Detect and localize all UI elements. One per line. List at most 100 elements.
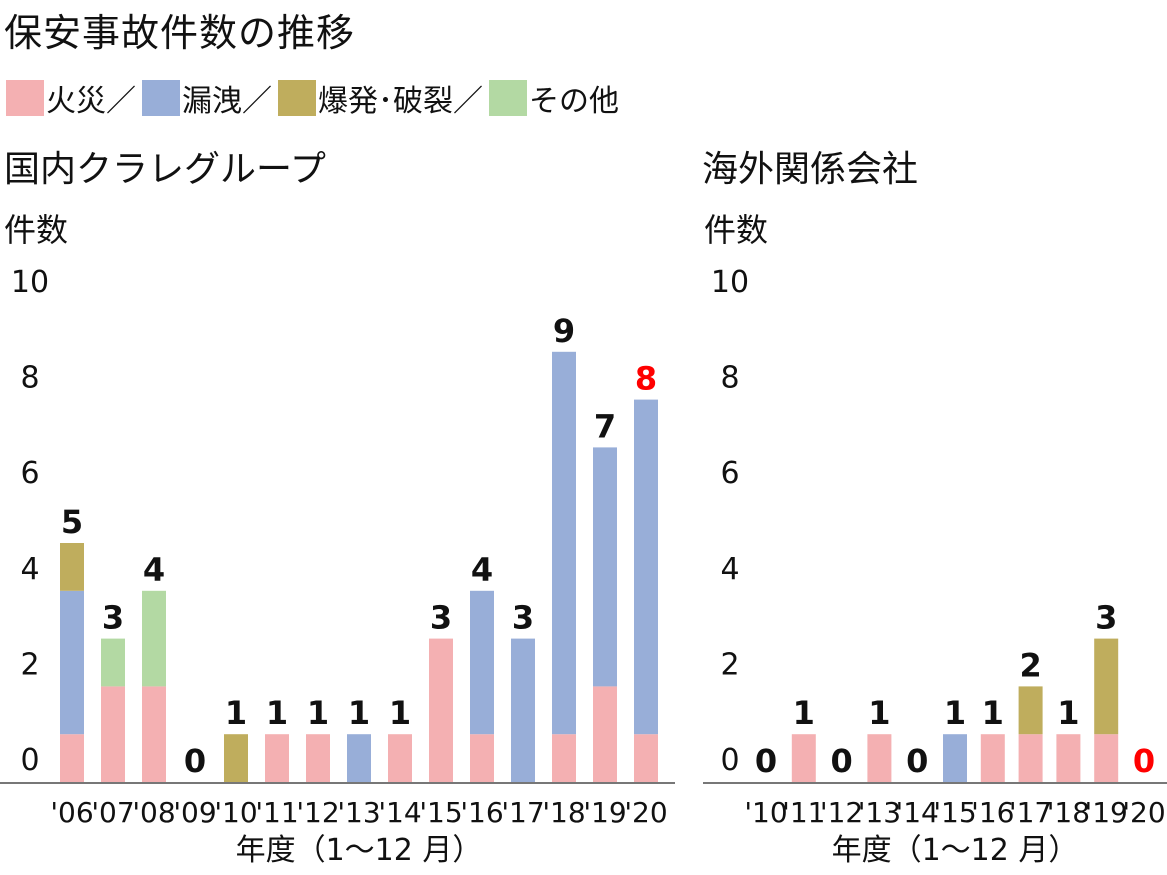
domestic-xtick-label: '15 <box>419 796 462 829</box>
domestic-value-label: 4 <box>143 551 165 589</box>
legend-swatch-explosion <box>278 80 316 116</box>
domestic-ytick-label: 2 <box>20 647 39 682</box>
overseas-value-label: 0 <box>1133 742 1155 780</box>
overseas-value-label: 0 <box>755 742 777 780</box>
overseas-bar-segment <box>1094 734 1119 782</box>
domestic-bar-segment <box>552 734 576 782</box>
domestic-ytick-label: 10 <box>11 265 49 300</box>
overseas-bar-segment <box>791 734 816 782</box>
domestic-value-label: 3 <box>102 599 124 637</box>
domestic-bar-segment <box>429 638 453 782</box>
legend-swatch-fire <box>6 80 44 116</box>
overseas-bar-segment <box>1018 686 1043 735</box>
overseas-xtick-label: '15 <box>933 796 976 829</box>
domestic-xtick-label: '12 <box>296 796 339 829</box>
domestic-xtick-label: '08 <box>132 796 175 829</box>
overseas-xtick-label: '20 <box>1122 796 1165 829</box>
domestic-bar-segment <box>224 734 248 782</box>
overseas-xtick-label: '12 <box>820 796 863 829</box>
overseas-bar-segment <box>980 734 1005 782</box>
domestic-bar-segment <box>388 734 412 782</box>
domestic-value-label: 9 <box>553 312 575 350</box>
domestic-bar-segment <box>634 734 658 782</box>
overseas-value-label: 0 <box>830 742 852 780</box>
domestic-bar-segment <box>60 543 84 591</box>
overseas-xtick-label: '14 <box>896 796 939 829</box>
overseas-bar-segment <box>1018 734 1043 782</box>
domestic-value-label: 1 <box>348 694 370 732</box>
domestic-value-label: 7 <box>594 407 616 445</box>
domestic-value-label: 1 <box>225 694 247 732</box>
domestic-xtick-label: '07 <box>91 796 134 829</box>
overseas-ytick-label: 8 <box>720 361 739 396</box>
domestic-bar-segment <box>552 351 576 735</box>
overseas-xtick-label: '10 <box>744 796 787 829</box>
domestic-bar-segment <box>306 734 330 782</box>
overseas-xtick-label: '19 <box>1085 796 1128 829</box>
domestic-xtick-label: '09 <box>173 796 216 829</box>
domestic-bar-segment <box>593 686 617 782</box>
domestic-xtick-label: '10 <box>214 796 257 829</box>
overseas-xtick-label: '13 <box>858 796 901 829</box>
legend-label-explosion: 爆発･破裂／ <box>318 84 483 119</box>
overseas-bar-segment <box>1094 638 1119 735</box>
overseas-xtick-label: '11 <box>782 796 825 829</box>
overseas-bar-segment <box>943 734 967 782</box>
legend-label-other: その他 <box>529 84 619 119</box>
domestic-xtick-label: '11 <box>255 796 298 829</box>
overseas-value-label: 1 <box>793 694 815 732</box>
domestic-value-label: 4 <box>471 551 493 589</box>
domestic-ytick-label: 0 <box>20 743 39 778</box>
domestic-bar-segment <box>593 447 617 687</box>
domestic-value-label: 0 <box>184 742 206 780</box>
domestic-panel-title: 国内クラレグループ <box>4 149 326 190</box>
overseas-value-label: 2 <box>1019 646 1041 684</box>
domestic-bar-segment <box>347 734 371 782</box>
overseas-value-label: 1 <box>868 694 890 732</box>
chart-title: 保安事故件数の推移 <box>4 11 356 55</box>
domestic-xtick-label: '17 <box>501 796 544 829</box>
domestic-ytick-label: 6 <box>20 456 39 491</box>
legend-swatch-other <box>489 80 527 116</box>
domestic-value-label: 8 <box>635 360 657 398</box>
overseas-value-label: 0 <box>906 742 928 780</box>
domestic-bar-segment <box>265 734 289 782</box>
overseas-y-unit: 件数 <box>704 211 769 249</box>
domestic-xtick-label: '14 <box>378 796 421 829</box>
overseas-bar-segment <box>1056 734 1081 782</box>
domestic-bar-segment <box>470 590 494 735</box>
legend-label-fire: 火災／ <box>46 84 136 119</box>
overseas-value-label: 1 <box>944 694 966 732</box>
domestic-xtick-label: '13 <box>337 796 380 829</box>
domestic-y-unit: 件数 <box>4 211 69 249</box>
domestic-value-label: 1 <box>266 694 288 732</box>
overseas-xtick-label: '18 <box>1047 796 1090 829</box>
domestic-xtick-label: '18 <box>542 796 585 829</box>
overseas-value-label: 3 <box>1095 599 1117 637</box>
domestic-bar-segment <box>142 686 166 782</box>
overseas-panel-title: 海外関係会社 <box>702 149 919 190</box>
domestic-ytick-label: 4 <box>20 552 39 587</box>
domestic-bar-segment <box>101 686 125 782</box>
domestic-value-label: 5 <box>61 503 83 541</box>
overseas-ytick-label: 2 <box>720 647 739 682</box>
domestic-bar-segment <box>470 734 494 782</box>
legend: 火災／ 漏洩／ 爆発･破裂／ その他 <box>6 76 625 120</box>
domestic-value-label: 3 <box>430 599 452 637</box>
legend-swatch-leak <box>142 80 180 116</box>
overseas-x-axis-title: 年度（1～12 月） <box>832 833 1079 868</box>
domestic-value-label: 1 <box>389 694 411 732</box>
overseas-value-label: 1 <box>982 694 1004 732</box>
overseas-ytick-label: 4 <box>720 552 739 587</box>
overseas-xtick-label: '16 <box>971 796 1014 829</box>
domestic-xtick-label: '16 <box>460 796 503 829</box>
overseas-ytick-label: 10 <box>711 265 749 300</box>
overseas-bar-segment <box>867 734 892 782</box>
overseas-value-label: 1 <box>1057 694 1079 732</box>
domestic-value-label: 3 <box>512 599 534 637</box>
domestic-ytick-label: 8 <box>20 361 39 396</box>
domestic-xtick-label: '19 <box>583 796 626 829</box>
overseas-xtick-label: '17 <box>1009 796 1052 829</box>
overseas-ytick-label: 0 <box>720 743 739 778</box>
